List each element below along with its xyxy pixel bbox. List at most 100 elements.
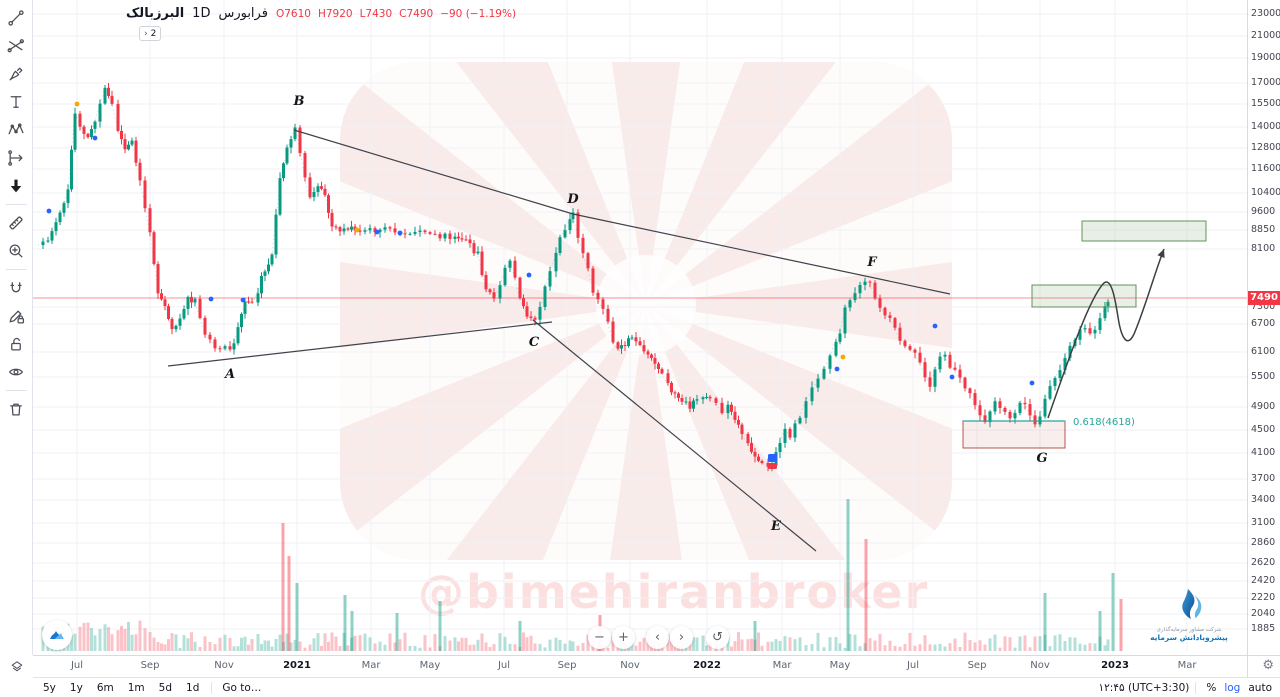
drawing-toolbar: [0, 0, 33, 655]
projection-tool[interactable]: [3, 145, 29, 171]
high-value: H7920: [317, 8, 353, 20]
price-tick: 3700: [1251, 473, 1276, 484]
wave-label-A: A: [223, 367, 235, 382]
range-button-1d[interactable]: 1d: [186, 681, 200, 694]
price-tick: 10400: [1251, 187, 1280, 198]
mountain-logo-icon: [50, 631, 64, 639]
drawing-edit-lock-tool[interactable]: [3, 303, 29, 329]
time-tick: Mar: [772, 660, 792, 671]
range-button-6m[interactable]: 6m: [96, 681, 114, 694]
hide-drawings-eye-tool[interactable]: [3, 359, 29, 385]
time-tick: Nov: [214, 660, 234, 671]
wave-label-B: B: [293, 94, 305, 109]
hidden-indicators-count: 2: [150, 28, 157, 39]
bottom-toolbar: 5y 1y 6m 1m 5d 1d Go to… ۱۲:۴۵ (UTC+3:30) % l…: [33, 677, 1280, 697]
chart-nav-buttons: − + ‹ › ↺: [588, 626, 730, 649]
measure-ruler-tool[interactable]: [3, 210, 29, 236]
clock-label[interactable]: ۱۲:۴۵ (UTC+3:30): [1098, 681, 1190, 694]
exchange-label: فرابورس: [218, 6, 268, 21]
time-tick: Jul: [906, 660, 920, 671]
axis-divider: [1247, 0, 1248, 677]
price-tick: 11600: [1251, 163, 1280, 174]
projection-arrowhead: [1157, 249, 1165, 258]
log-scale-button[interactable]: log: [1224, 681, 1241, 694]
price-axis[interactable]: 23000 21000 19000 17000 15500 14000 12800 11600…: [1248, 0, 1280, 655]
chart-canvas[interactable]: @bimehiranbroker 0.618(4618) A B C D E F G: [33, 0, 1247, 655]
hidden-indicators-badge[interactable]: › 2: [139, 26, 162, 41]
price-tick: 5500: [1251, 371, 1276, 382]
scroll-left-button[interactable]: ‹: [646, 626, 669, 649]
wave-label-F: F: [866, 255, 877, 270]
time-tick: Mar: [1177, 660, 1197, 671]
projection-arrow[interactable]: [1047, 248, 1165, 419]
remove-drawings-trash-tool[interactable]: [3, 396, 29, 422]
price-chart[interactable]: @bimehiranbroker 0.618(4618) A B C D E F G: [33, 0, 1247, 655]
time-axis[interactable]: ⚙ Jul Sep Nov 2021 Mar May Jul Sep Nov 2022 Mar May…: [33, 655, 1280, 677]
watermark-text: @bimehiranbroker: [418, 565, 929, 619]
range-button-1y[interactable]: 1y: [69, 681, 83, 694]
time-tick: Sep: [557, 660, 577, 671]
goto-date-button[interactable]: Go to…: [222, 681, 262, 694]
current-price-tag: 7490: [1248, 291, 1280, 305]
range-button-5y[interactable]: 5y: [43, 681, 56, 694]
ohlc-values: O7610 H7920 L7430 C7490 −90 (−1.19%): [276, 8, 516, 20]
price-tick: 23000: [1251, 8, 1280, 19]
price-tick: 9600: [1251, 206, 1276, 217]
time-tick: Jul: [70, 660, 84, 671]
timeframe-label[interactable]: 1D: [192, 6, 211, 21]
open-value: O7610: [275, 8, 311, 20]
fib-tool[interactable]: [3, 33, 29, 59]
support-zone[interactable]: [962, 420, 1066, 449]
symbol-name[interactable]: البرزبالک: [126, 6, 185, 21]
price-tick: 19000: [1251, 52, 1280, 63]
time-tick: 2022: [693, 660, 721, 671]
price-tick: 21000: [1251, 30, 1280, 41]
price-tick: 12800: [1251, 142, 1280, 153]
low-value: L7430: [359, 8, 393, 20]
divider: [211, 681, 213, 694]
time-tick: 2023: [1101, 660, 1129, 671]
chevron-right-icon: ›: [144, 28, 148, 39]
text-tool[interactable]: [3, 89, 29, 115]
price-tick: 1885: [1251, 623, 1276, 634]
brush-tool[interactable]: [3, 61, 29, 87]
percent-scale-button[interactable]: %: [1206, 681, 1217, 694]
zoom-out-button[interactable]: −: [588, 626, 611, 649]
time-tick: 2021: [283, 660, 311, 671]
price-tick: 7300: [1251, 301, 1276, 312]
price-tick: 2220: [1251, 592, 1276, 603]
wave-label-D: D: [566, 192, 579, 207]
trend-lines[interactable]: [167, 129, 951, 552]
price-tick: 2420: [1251, 575, 1276, 586]
zoom-in-button[interactable]: +: [612, 626, 635, 649]
object-tree-icon[interactable]: [6, 658, 28, 676]
upper-target-zone[interactable]: [1081, 220, 1207, 242]
resistance-zone[interactable]: [1031, 284, 1137, 308]
trend-line-tool[interactable]: [3, 5, 29, 31]
auto-scale-button[interactable]: auto: [1248, 681, 1272, 694]
reset-view-button[interactable]: ↺: [706, 626, 729, 649]
time-tick: Sep: [967, 660, 987, 671]
watermark-logo: [340, 62, 952, 560]
time-axis-settings-gear-icon[interactable]: ⚙: [1262, 658, 1274, 673]
lock-all-drawings-tool[interactable]: [3, 331, 29, 357]
price-tick: 2040: [1251, 608, 1276, 619]
brand-text-line2: پیشروبادانش سرمایه: [1150, 633, 1228, 642]
price-tick: 14000: [1251, 121, 1280, 132]
price-tick: 17000: [1251, 77, 1280, 88]
zoom-in-tool[interactable]: [3, 238, 29, 264]
price-tick: 4900: [1251, 401, 1276, 412]
time-tick: Mar: [361, 660, 381, 671]
magnet-tool[interactable]: [3, 275, 29, 301]
wave-label-G: G: [1036, 451, 1047, 466]
time-tick: Nov: [1030, 660, 1050, 671]
range-button-1m[interactable]: 1m: [127, 681, 145, 694]
price-tick: 15500: [1251, 98, 1280, 109]
fib-level-label: 0.618(4618): [1073, 417, 1135, 428]
xabcd-pattern-tool[interactable]: [3, 117, 29, 143]
scroll-right-button[interactable]: ›: [670, 626, 693, 649]
arrow-marker-tool[interactable]: [3, 173, 29, 199]
bottom-bar-right: ۱۲:۴۵ (UTC+3:30) % log auto: [1098, 681, 1280, 694]
wave-label-E: E: [770, 519, 782, 534]
range-button-5d[interactable]: 5d: [158, 681, 173, 694]
